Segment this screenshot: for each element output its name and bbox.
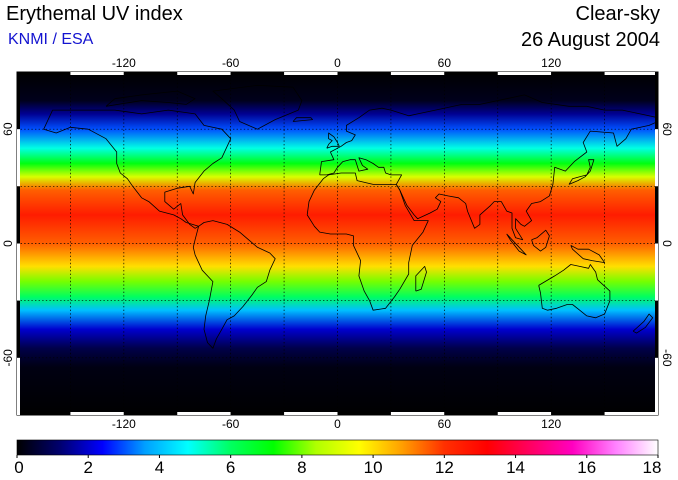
date-label: 26 August 2004 <box>520 29 660 51</box>
lon-tick-label: 60 <box>438 56 452 70</box>
colorbar-label: 2 <box>83 458 93 477</box>
lon-tick-labels-top: -120 -60 0 60 120 <box>112 56 562 70</box>
coastline-segment <box>415 265 427 292</box>
frame-bar <box>551 412 605 415</box>
frame-bar <box>70 72 124 75</box>
colorbar-label: 8 <box>297 458 307 477</box>
frame-bar <box>230 412 285 415</box>
coastline-segment <box>319 94 658 241</box>
frame-bar <box>655 300 658 358</box>
coastline-segment <box>212 84 303 130</box>
lon-tick-label: -60 <box>222 56 240 70</box>
frame-bar <box>177 72 231 75</box>
frame-bar <box>497 412 552 415</box>
frame-bar <box>444 72 498 75</box>
frame-bar <box>604 412 658 415</box>
lon-tick-label: -120 <box>112 56 136 70</box>
map-title: Erythemal UV index <box>6 3 183 25</box>
frame-bar <box>337 412 391 415</box>
frame-bar <box>497 72 552 75</box>
sky-condition-label: Clear-sky <box>575 3 660 25</box>
lat-tick-label: -60 <box>1 349 15 367</box>
frame-bar <box>284 72 338 75</box>
lat-tick-labels-right: 60 0 -60 <box>660 122 674 366</box>
source-label: KNMI / ESA <box>8 31 94 48</box>
frame-bar <box>655 72 658 130</box>
frame-bar <box>70 412 124 415</box>
coastline-segment <box>506 233 527 256</box>
colorbar-label: 12 <box>434 458 454 477</box>
colorbar-label: 18 <box>642 458 662 477</box>
coastline-segment <box>43 109 232 229</box>
coastline-segment <box>568 159 595 185</box>
frame-bar <box>123 412 178 415</box>
frame-bar <box>177 412 231 415</box>
coastline-segment <box>632 313 654 334</box>
frame-bar <box>551 72 605 75</box>
frame-ticks <box>17 72 658 415</box>
frame-bar <box>17 72 20 130</box>
frame-bar <box>604 72 658 75</box>
frame-bar <box>655 357 658 415</box>
coastline-segment <box>326 132 340 149</box>
frame-bar <box>655 129 658 187</box>
lon-tick-label: 0 <box>334 417 341 431</box>
frame-bar <box>444 412 498 415</box>
frame-bar <box>17 129 20 187</box>
lat-tick-label: 0 <box>1 240 15 247</box>
frame-bar <box>17 72 71 75</box>
frame-bar <box>390 412 445 415</box>
lon-tick-label: -120 <box>112 417 136 431</box>
lat-tick-label: -60 <box>660 349 674 367</box>
frame-bar <box>655 186 658 244</box>
lon-tick-label: 60 <box>438 417 452 431</box>
colorbar-label: 0 <box>14 458 24 477</box>
frame-bar <box>655 243 658 301</box>
colorbar-label: 10 <box>363 458 383 477</box>
frame-bar <box>17 300 20 358</box>
lon-tick-label: 120 <box>541 417 561 431</box>
lat-tick-label: 60 <box>660 122 674 136</box>
frame-bar <box>123 72 178 75</box>
colorbar-label: 16 <box>577 458 597 477</box>
frame-bar <box>17 357 20 415</box>
colorbar <box>16 439 659 456</box>
colorbar-ticks <box>16 455 659 458</box>
coastline-segment <box>306 172 429 311</box>
grid-lines <box>17 72 658 415</box>
coastline-segment <box>570 245 605 264</box>
frame-bar <box>17 243 20 301</box>
frame-bar <box>17 412 71 415</box>
lon-tick-labels-bottom: -120 -60 0 60 120 <box>112 417 562 431</box>
frame-bar <box>230 72 285 75</box>
coastlines <box>43 84 658 349</box>
lon-tick-label: -60 <box>222 417 240 431</box>
lon-tick-label: 0 <box>334 56 341 70</box>
coastline-segment <box>531 229 550 252</box>
frame-bar <box>390 72 445 75</box>
coastline-segment <box>538 264 611 319</box>
frame-bar <box>17 186 20 244</box>
coastline-segment <box>292 117 314 122</box>
colorbar-label: 4 <box>154 458 165 477</box>
frame-bar <box>337 72 391 75</box>
frame-bar <box>284 412 338 415</box>
coastline-segment <box>192 220 276 349</box>
lat-tick-labels-left: 60 0 -60 <box>1 122 15 366</box>
lon-tick-label: 120 <box>541 56 561 70</box>
lat-tick-label: 0 <box>660 240 674 247</box>
colorbar-label: 6 <box>225 458 236 477</box>
lat-tick-label: 60 <box>1 122 15 136</box>
colorbar-label: 14 <box>506 458 526 477</box>
